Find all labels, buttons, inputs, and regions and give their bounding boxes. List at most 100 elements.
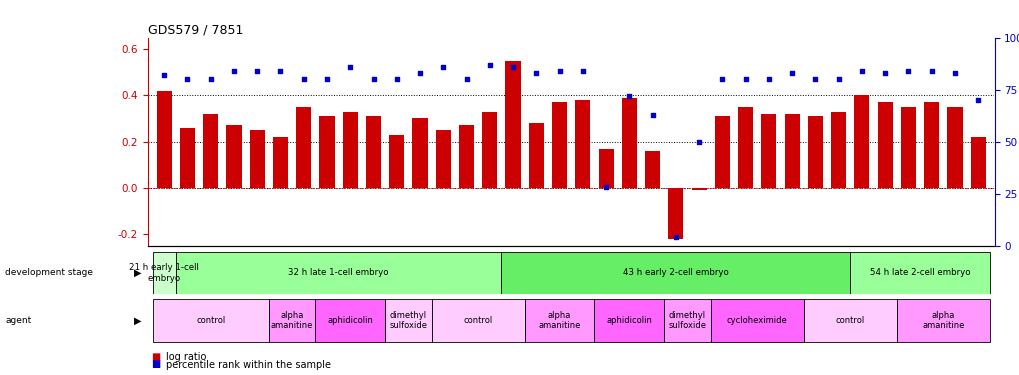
Point [272, 68, 288, 74]
Bar [667, 188, 683, 239]
Point [597, 184, 613, 190]
Text: control: control [835, 316, 864, 325]
Text: development stage: development stage [5, 268, 93, 278]
Text: alpha
amanitine: alpha amanitine [538, 311, 580, 330]
Bar [854, 95, 868, 188]
Bar [431, 299, 524, 342]
Point [225, 68, 242, 74]
Bar [598, 148, 613, 188]
Bar [947, 107, 962, 188]
Text: dimethyl
sulfoxide: dimethyl sulfoxide [667, 311, 706, 330]
Text: aphidicolin: aphidicolin [327, 316, 373, 325]
Text: ■: ■ [151, 352, 160, 362]
Bar [153, 299, 269, 342]
Point [621, 93, 637, 99]
Point [481, 62, 497, 68]
Bar [157, 91, 171, 188]
Bar [738, 107, 752, 188]
Text: 43 h early 2-cell embryo: 43 h early 2-cell embryo [623, 268, 728, 278]
Bar [896, 299, 988, 342]
Bar [830, 111, 846, 188]
Point [829, 76, 846, 82]
Point [388, 76, 405, 82]
Point [737, 76, 753, 82]
Bar [923, 102, 938, 188]
Point [760, 76, 776, 82]
Bar [784, 114, 799, 188]
Bar [153, 252, 175, 294]
Bar [385, 299, 431, 342]
Point [644, 111, 660, 117]
Point [249, 68, 265, 74]
Bar [524, 299, 594, 342]
Text: percentile rank within the sample: percentile rank within the sample [166, 360, 331, 369]
Bar [342, 111, 358, 188]
Bar [273, 137, 287, 188]
Text: 54 h late 2-cell embryo: 54 h late 2-cell embryo [869, 268, 969, 278]
Bar [760, 114, 775, 188]
Bar [850, 252, 988, 294]
Point [853, 68, 869, 74]
Bar [435, 130, 450, 188]
Text: ■: ■ [151, 360, 160, 369]
Point [528, 70, 544, 76]
Point [296, 76, 312, 82]
Bar [296, 107, 311, 188]
Point [365, 76, 381, 82]
Point [690, 139, 706, 145]
Point [667, 234, 684, 240]
Bar [622, 98, 636, 188]
Point [946, 70, 962, 76]
Text: ▶: ▶ [133, 268, 142, 278]
Point [922, 68, 938, 74]
Bar [315, 299, 385, 342]
Bar [644, 151, 659, 188]
Text: agent: agent [5, 316, 32, 325]
Bar [482, 111, 497, 188]
Text: cycloheximide: cycloheximide [727, 316, 787, 325]
Bar [319, 116, 334, 188]
Text: ▶: ▶ [133, 316, 142, 326]
Text: 32 h late 1-cell embryo: 32 h late 1-cell embryo [288, 268, 388, 278]
Point [713, 76, 730, 82]
Bar [179, 128, 195, 188]
Bar [389, 135, 404, 188]
Bar [175, 252, 501, 294]
Point [784, 70, 800, 76]
Point [574, 68, 590, 74]
Text: alpha
amanitine: alpha amanitine [271, 311, 313, 330]
Bar [203, 114, 218, 188]
Point [203, 76, 219, 82]
Text: dimethyl
sulfoxide: dimethyl sulfoxide [389, 311, 427, 330]
Point [435, 64, 451, 70]
Bar [528, 123, 543, 188]
Point [319, 76, 335, 82]
Bar [250, 130, 265, 188]
Point [876, 70, 893, 76]
Point [504, 64, 521, 70]
Text: control: control [196, 316, 225, 325]
Bar [269, 299, 315, 342]
Bar [714, 116, 730, 188]
Text: GDS579 / 7851: GDS579 / 7851 [148, 23, 244, 36]
Bar [459, 125, 474, 188]
Point [969, 97, 985, 103]
Bar [594, 299, 663, 342]
Point [806, 76, 822, 82]
Text: 21 h early 1-cell
embryо: 21 h early 1-cell embryо [129, 263, 199, 282]
Bar [663, 299, 710, 342]
Bar [501, 252, 850, 294]
Point [156, 72, 172, 78]
Bar [226, 125, 242, 188]
Bar [803, 299, 896, 342]
Bar [505, 61, 520, 188]
Text: aphidicolin: aphidicolin [606, 316, 651, 325]
Text: alpha
amanitine: alpha amanitine [921, 311, 964, 330]
Bar [551, 102, 567, 188]
Text: log ratio: log ratio [166, 352, 207, 362]
Point [458, 76, 474, 82]
Bar [710, 299, 803, 342]
Text: control: control [463, 316, 492, 325]
Point [412, 70, 428, 76]
Point [179, 76, 196, 82]
